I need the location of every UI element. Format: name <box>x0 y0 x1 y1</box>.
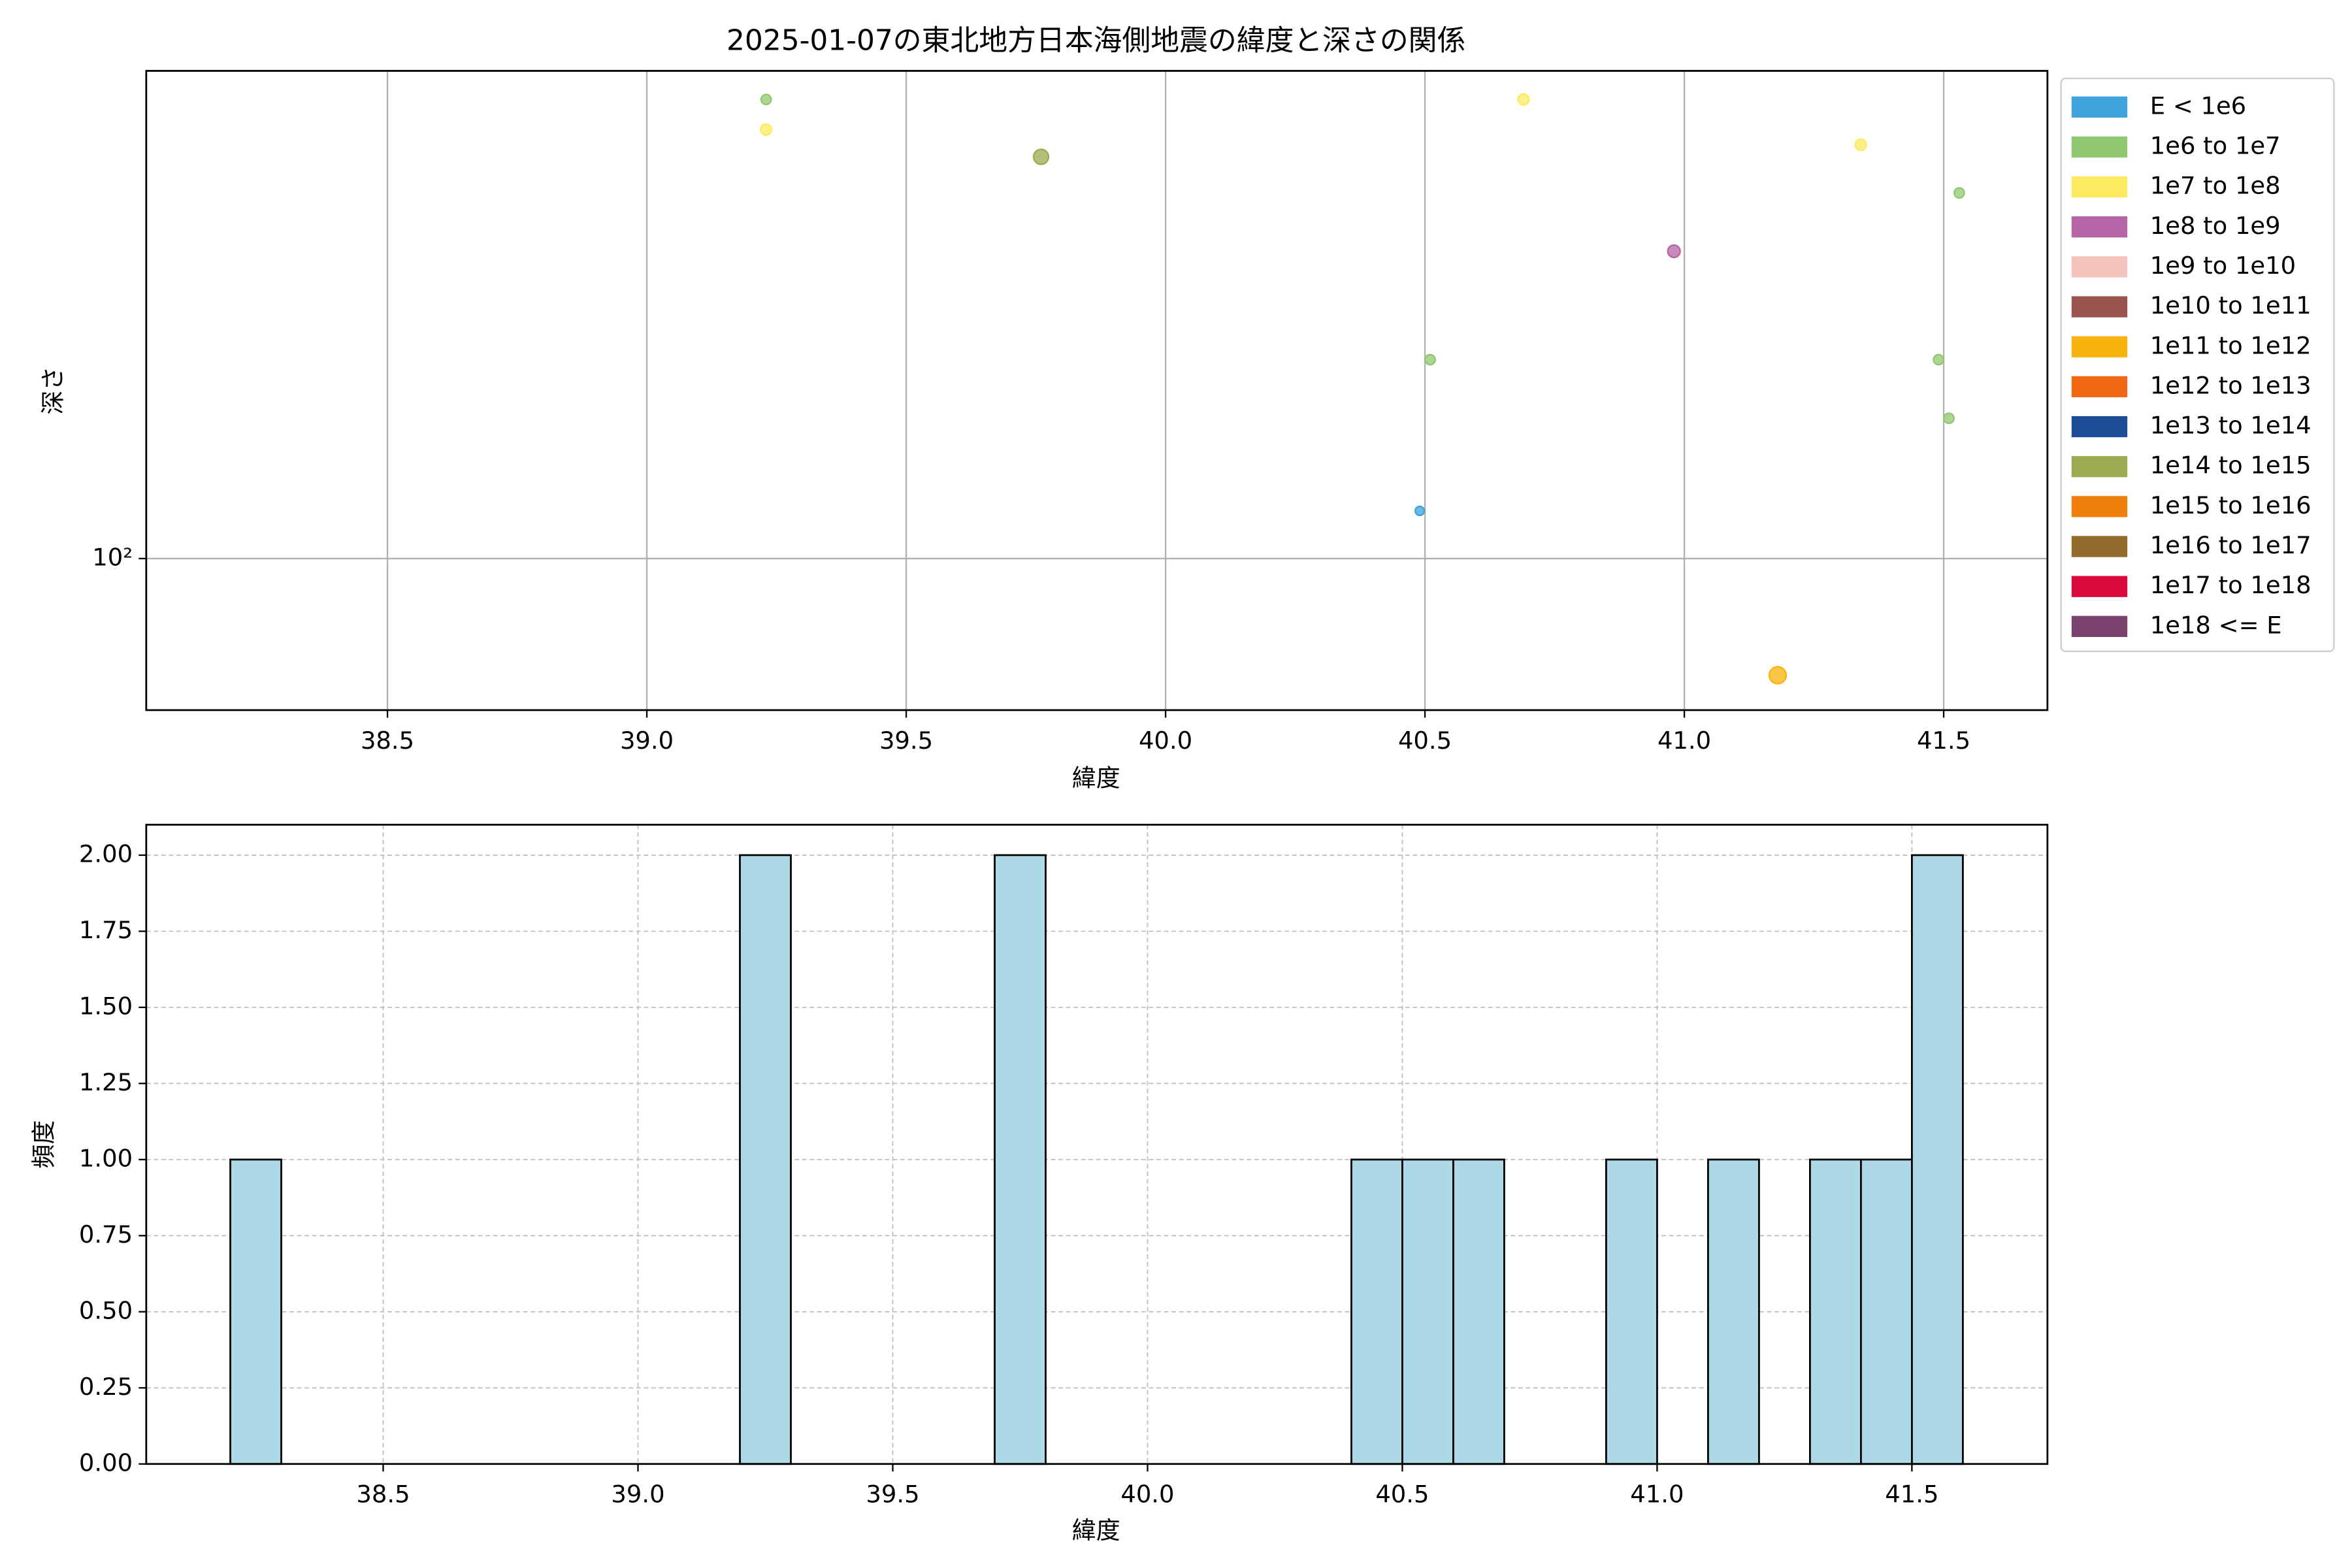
y-tick-label: 0.75 <box>79 1220 133 1249</box>
x-tick-label: 41.5 <box>1885 1480 1938 1509</box>
x-tick-label: 41.5 <box>1917 727 1970 755</box>
point <box>1414 505 1426 517</box>
legend-swatch <box>2071 576 2128 597</box>
x-tick-label: 40.5 <box>1375 1480 1429 1509</box>
legend-label: 1e18 <= E <box>2150 611 2282 639</box>
x-tick-label: 39.0 <box>620 727 674 755</box>
legend-swatch <box>2071 216 2128 238</box>
legend-label: 1e15 to 1e16 <box>2150 491 2311 519</box>
y-tick-label: 0.50 <box>79 1296 133 1324</box>
legend-label: 1e7 to 1e8 <box>2150 172 2281 200</box>
bar <box>1910 854 1964 1465</box>
legend-swatch <box>2071 256 2128 278</box>
y-tick-label: 10² <box>92 543 133 571</box>
y-axis-label: 深さ <box>39 367 67 415</box>
legend-swatch <box>2071 136 2128 158</box>
point <box>1768 666 1788 685</box>
legend-swatch <box>2071 176 2128 198</box>
legend-swatch <box>2071 296 2128 318</box>
bar <box>1605 1158 1658 1465</box>
legend-swatch <box>2071 615 2128 637</box>
point <box>760 123 773 136</box>
y-tick-label: 1.25 <box>79 1068 133 1096</box>
x-tick-label: 40.5 <box>1398 727 1452 755</box>
x-tick-label: 41.0 <box>1658 727 1711 755</box>
y-axis-label: 頻度 <box>30 1120 58 1169</box>
point <box>1854 138 1867 152</box>
point <box>1953 187 1965 199</box>
point <box>1933 353 1945 366</box>
bar <box>1452 1158 1505 1465</box>
point <box>1667 244 1681 259</box>
legend-swatch <box>2071 536 2128 557</box>
legend-label: 1e6 to 1e7 <box>2150 132 2281 160</box>
plot-frame <box>145 823 2049 1465</box>
legend-label: E < 1e6 <box>2150 91 2246 120</box>
x-tick-label: 40.0 <box>1120 1480 1174 1509</box>
bar <box>994 854 1047 1465</box>
y-tick-label: 0.25 <box>79 1373 133 1401</box>
bar <box>1859 1158 1913 1465</box>
bar <box>1401 1158 1454 1465</box>
x-tick-label: 41.0 <box>1630 1480 1684 1509</box>
bar <box>1350 1158 1403 1465</box>
chart-title: 2025-01-07の東北地方日本海側地震の緯度と深さの関係 <box>727 24 1465 57</box>
legend-box <box>2060 77 2335 653</box>
point <box>1032 148 1050 165</box>
x-axis-label: 緯度 <box>1072 764 1120 792</box>
x-tick-label: 39.5 <box>879 727 933 755</box>
legend-label: 1e11 to 1e12 <box>2150 331 2311 359</box>
legend-label: 1e12 to 1e13 <box>2150 371 2311 399</box>
legend-swatch <box>2071 416 2128 438</box>
point <box>1517 93 1530 106</box>
x-tick-label: 39.0 <box>611 1480 664 1509</box>
bar <box>739 854 792 1465</box>
bar <box>229 1158 282 1465</box>
legend-swatch <box>2071 96 2128 118</box>
legend-label: 1e16 to 1e17 <box>2150 531 2311 559</box>
y-tick-label: 2.00 <box>79 840 133 868</box>
legend-swatch <box>2071 496 2128 517</box>
legend-label: 1e17 to 1e18 <box>2150 571 2311 599</box>
x-tick-label: 38.5 <box>356 1480 410 1509</box>
legend-label: 1e9 to 1e10 <box>2150 252 2296 280</box>
legend-label: 1e14 to 1e15 <box>2150 451 2311 480</box>
legend-label: 1e10 to 1e11 <box>2150 291 2311 319</box>
y-tick-label: 0.00 <box>79 1448 133 1477</box>
bar <box>1707 1158 1760 1465</box>
x-tick-label: 39.5 <box>866 1480 919 1509</box>
bar <box>1809 1158 1862 1465</box>
plot-frame <box>145 70 2049 711</box>
point <box>760 93 772 106</box>
point <box>1424 353 1436 366</box>
point <box>1943 412 1955 425</box>
legend-swatch <box>2071 456 2128 478</box>
x-axis-label: 緯度 <box>1072 1516 1120 1544</box>
legend-label: 1e13 to 1e14 <box>2150 412 2311 440</box>
y-tick-label: 1.00 <box>79 1144 133 1172</box>
legend-swatch <box>2071 376 2128 398</box>
y-tick-label: 1.75 <box>79 916 133 944</box>
legend-swatch <box>2071 336 2128 357</box>
y-tick-label: 1.50 <box>79 992 133 1020</box>
x-tick-label: 40.0 <box>1139 727 1192 755</box>
legend-label: 1e8 to 1e9 <box>2150 212 2281 240</box>
x-tick-label: 38.5 <box>361 727 414 755</box>
